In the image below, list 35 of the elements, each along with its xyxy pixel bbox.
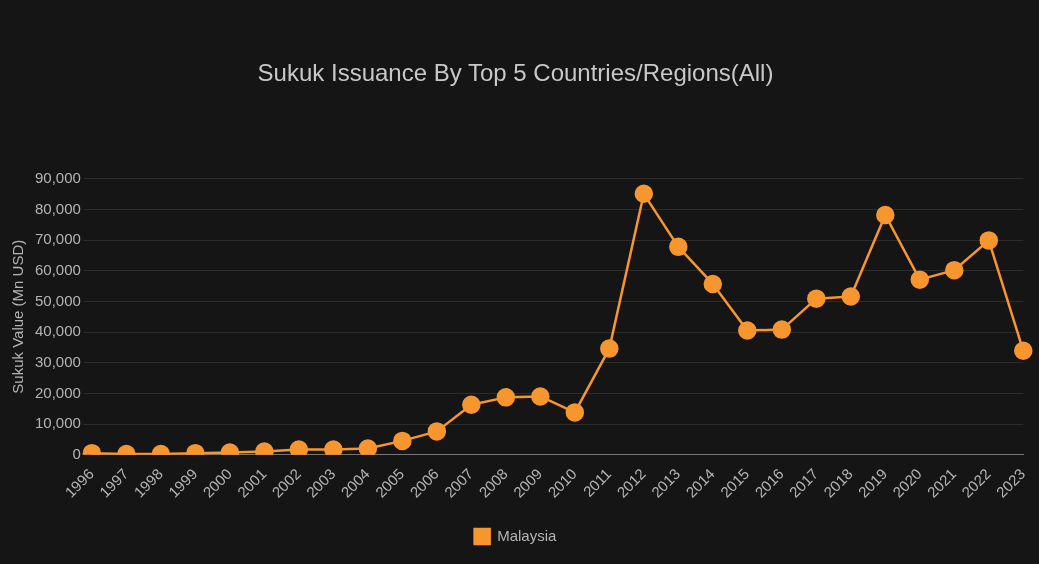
y-tick-label: 60,000 xyxy=(34,260,81,278)
chart-title: Sukuk Issuance By Top 5 Countries/Regions(All) xyxy=(257,59,774,87)
point xyxy=(910,270,930,289)
point xyxy=(841,287,861,306)
y-tick-label: 40,000 xyxy=(34,322,81,340)
point xyxy=(462,395,481,414)
point xyxy=(565,403,585,422)
y-tick-label: 10,000 xyxy=(34,414,81,432)
point xyxy=(979,231,999,250)
point xyxy=(669,237,688,257)
y-tick-label: 80,000 xyxy=(34,199,81,217)
y-tick-label: 0 xyxy=(72,444,81,462)
point xyxy=(427,422,447,441)
point xyxy=(1014,341,1033,361)
point xyxy=(634,184,654,204)
point xyxy=(393,431,412,451)
y-tick-label: 70,000 xyxy=(34,230,81,248)
point xyxy=(531,387,550,406)
point xyxy=(703,274,723,294)
point xyxy=(772,320,792,339)
y-tick-label: 50,000 xyxy=(34,291,81,309)
point xyxy=(738,321,757,340)
y-tick-label: 90,000 xyxy=(34,168,81,186)
point xyxy=(945,260,964,280)
point xyxy=(324,440,343,455)
point xyxy=(600,339,619,358)
point xyxy=(876,205,895,225)
point xyxy=(358,439,378,455)
y-tick-label: 20,000 xyxy=(34,383,81,401)
point xyxy=(289,440,309,455)
y-tick-label: 30,000 xyxy=(34,352,81,370)
point xyxy=(496,388,516,407)
y-axis-title: Sukuk Value (Mn USD) xyxy=(9,239,27,394)
legend-label: Malaysia xyxy=(497,526,557,544)
point xyxy=(807,289,826,308)
